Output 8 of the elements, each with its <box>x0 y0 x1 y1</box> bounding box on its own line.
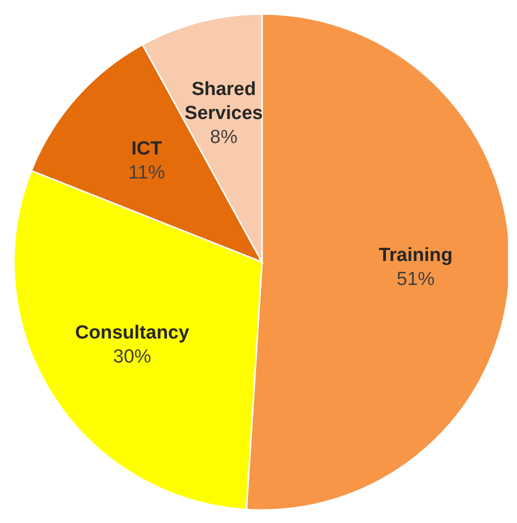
slice-label: Training <box>378 244 453 266</box>
slice-label: ICT <box>131 138 162 160</box>
slice-label: Shared Services <box>184 79 263 124</box>
data-label: 11% <box>128 162 166 184</box>
data-label: 51% <box>396 268 435 290</box>
data-label: 8% <box>210 127 238 148</box>
slice-label: Consultancy <box>75 322 190 344</box>
data-label: 30% <box>113 346 152 368</box>
